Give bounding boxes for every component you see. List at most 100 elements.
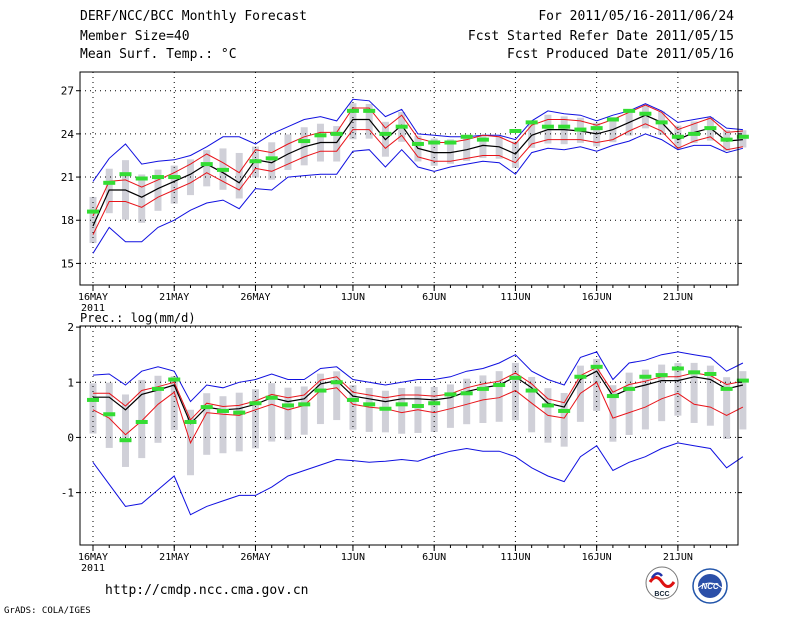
member-size: Member Size=40 [80,29,190,44]
x-tick-label: 1JUN [341,552,365,563]
obs-marker [216,167,229,172]
y-tick-label: 2 [67,321,74,334]
obs-marker [590,364,603,369]
obs-marker [476,386,489,391]
x-tick-label: 16MAY [78,552,108,563]
spread-box [316,373,324,425]
x-tick-label: 16JUN [582,292,612,303]
obs-marker [558,408,571,413]
obs-marker [298,139,311,144]
ncc-logo: NCC [692,568,728,604]
obs-marker [314,133,327,138]
spread-box [138,174,146,223]
spread-box [430,386,438,432]
x-tick-label: 21JUN [663,552,693,563]
bcc-logo: BCC [645,566,679,600]
obs-marker [411,141,424,146]
y-tick-label: 1 [67,376,74,389]
x-tick-year-label: 2011 [81,563,105,574]
x-tick-label: 6JUN [422,552,446,563]
series-min-line [92,133,744,254]
obs-marker [281,403,294,408]
chart-title: DERF/NCC/BCC Monthly Forecast [80,9,307,24]
obs-marker [476,137,489,142]
x-tick-label: 21MAY [159,552,189,563]
spread-box [528,376,536,433]
y-tick-label: -1 [61,487,74,500]
spread-box [170,376,178,430]
obs-marker [135,176,148,181]
obs-marker [428,401,441,406]
obs-marker [151,175,164,180]
obs-marker [541,124,554,129]
obs-marker [103,180,116,185]
series-sd-lower-line [92,381,744,445]
obs-marker [509,129,522,134]
obs-marker [86,209,99,214]
series-sd-lower-line [92,123,743,235]
spread-box [170,165,178,204]
obs-marker [655,120,668,125]
obs-marker [330,131,343,136]
obs-marker [574,374,587,379]
fcst-produced-date: Fcst Produced Date 2011/05/16 [507,47,734,62]
spread-box [154,169,162,211]
obs-marker [168,175,181,180]
x-tick-label: 16MAY [78,292,108,303]
spread-box [446,139,454,164]
spread-box [284,387,292,440]
obs-marker [688,370,701,375]
obs-marker [216,408,229,413]
obs-marker [606,394,619,399]
obs-marker [249,401,262,406]
spread-box [690,362,698,423]
spread-box [463,378,471,425]
series-max-line [92,98,743,182]
obs-marker [671,366,684,371]
obs-marker [623,108,636,113]
obs-marker [574,127,587,132]
obs-marker [151,386,164,391]
logos: BCC NCC [645,566,728,604]
obs-marker [720,137,733,142]
obs-marker [200,162,213,167]
obs-marker [444,392,457,397]
spread-box [381,390,389,433]
spread-box [641,104,649,129]
spread-box [625,372,633,435]
spread-box [284,134,292,170]
obs-marker [330,380,343,385]
obs-marker [525,388,538,393]
y-tick-label: 24 [61,128,75,141]
spread-box [349,385,357,430]
obs-marker [525,120,538,125]
obs-marker [606,117,619,122]
obs-marker [265,156,278,161]
grads-credit: GrADS: COLA/IGES [4,606,91,616]
obs-marker [395,124,408,129]
obs-marker [379,131,392,136]
obs-marker [135,419,148,424]
spread-box [251,389,259,449]
spread-box [235,392,243,452]
y-tick-label: 0 [67,431,74,444]
x-tick-label: 21MAY [159,292,189,303]
spread-box [219,396,227,454]
spread-box [268,142,276,180]
obs-marker [103,412,116,417]
spread-box [365,387,373,432]
y-tick-label: 21 [61,171,74,184]
x-tick-label: 26MAY [240,292,270,303]
spread-box [495,371,503,422]
footer-url[interactable]: http://cmdp.ncc.cma.gov.cn [105,583,309,598]
obs-marker [298,402,311,407]
series-min-line [92,442,744,516]
forecast-period: For 2011/05/16-2011/06/24 [538,9,734,24]
spread-box [609,385,617,442]
obs-marker [346,397,359,402]
obs-marker [119,172,132,177]
y-tick-label: 18 [61,214,74,227]
spread-box [203,393,211,455]
